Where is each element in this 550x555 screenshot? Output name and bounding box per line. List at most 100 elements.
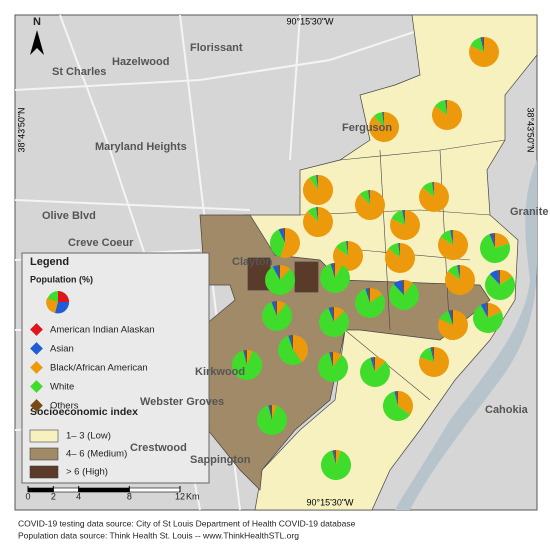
pie-slice xyxy=(493,233,495,248)
pie-slice xyxy=(331,352,333,367)
pie-slice xyxy=(309,175,318,190)
pie-slice xyxy=(480,234,510,264)
pie-slice xyxy=(335,241,348,256)
pie-slice xyxy=(318,352,348,383)
legend-swatch xyxy=(29,465,59,479)
pie-slice xyxy=(347,241,348,256)
scale-segment xyxy=(78,487,130,493)
pie-slice xyxy=(440,230,453,245)
pie-slice xyxy=(418,182,450,213)
pie-slice xyxy=(368,190,370,205)
pie-slice xyxy=(277,335,302,366)
place-label: Cahokia xyxy=(485,404,529,416)
pie-slice xyxy=(432,99,463,130)
legend-label: 4– 6 (Medium) xyxy=(66,449,127,460)
north-arrow xyxy=(30,30,44,55)
pie-slice xyxy=(452,230,453,245)
pie-slice xyxy=(434,100,447,115)
legend-label: Others xyxy=(50,401,79,412)
scale-label: 12 xyxy=(175,491,185,501)
pie-slice xyxy=(262,302,292,331)
pie-slice xyxy=(268,405,272,420)
pie-slice xyxy=(432,347,434,362)
pie-slice xyxy=(272,405,277,420)
scale-label: 4 xyxy=(76,491,81,501)
pie-slice xyxy=(404,280,413,295)
region-high xyxy=(294,261,319,293)
pie-slice xyxy=(272,265,280,280)
pie-slice xyxy=(388,282,419,311)
pie-slice xyxy=(245,350,247,365)
source-note: COVID-19 testing data source: City of St… xyxy=(18,518,356,528)
legend-label: Black/African American xyxy=(50,363,148,374)
pie-slice xyxy=(402,280,404,295)
pie-slice xyxy=(243,350,247,365)
legend-swatch xyxy=(30,323,43,336)
pie-slice xyxy=(498,270,500,285)
pie-slice xyxy=(271,301,277,316)
place-label: Creve Coeur xyxy=(68,237,134,249)
scale-label: 2 xyxy=(51,491,56,501)
pie-slice xyxy=(247,350,253,365)
pie-slice xyxy=(278,265,280,280)
pie-slice xyxy=(333,352,342,367)
pie-slice xyxy=(383,391,411,422)
pie-slice xyxy=(265,266,295,295)
pie-slice xyxy=(419,347,434,362)
pie-slice xyxy=(432,182,434,197)
pie-slice xyxy=(470,37,484,52)
pie-slice xyxy=(489,270,500,285)
coordinate: 38°43'50"N xyxy=(526,107,536,152)
pie-slice xyxy=(457,265,460,280)
pie-slice xyxy=(394,391,398,406)
coordinate: 90°15'30"W xyxy=(306,497,354,507)
pie-slice xyxy=(320,450,351,481)
pie-slice xyxy=(288,335,293,350)
pie-slice xyxy=(256,405,287,435)
pie-slice xyxy=(402,210,405,225)
pie-slice xyxy=(332,307,334,322)
legend-swatch xyxy=(30,399,43,412)
pie-slice xyxy=(445,100,447,115)
pie-slice xyxy=(430,347,434,362)
place-label: Kirkwood xyxy=(195,366,245,378)
pie-slice xyxy=(500,270,513,285)
pie-slice xyxy=(480,303,488,318)
place-label: Webster Groves xyxy=(140,396,224,408)
pie-slice xyxy=(270,405,272,420)
pie-slice xyxy=(388,243,400,258)
pie-slice xyxy=(277,301,286,316)
pie-slice xyxy=(433,182,434,197)
place-label: Florissant xyxy=(190,42,243,54)
scale-unit: Km xyxy=(186,491,200,501)
pie-slice xyxy=(369,190,370,205)
pies xyxy=(232,37,515,481)
pie-slice xyxy=(404,210,405,225)
legend-label: White xyxy=(50,382,74,393)
pie-slice xyxy=(355,288,385,318)
legend-subtitle: Population (%) xyxy=(30,274,93,284)
pie-slice xyxy=(332,450,336,465)
pie-slice xyxy=(275,301,277,316)
pie-slice xyxy=(368,288,370,303)
pie-slice xyxy=(486,303,488,318)
pie-slice xyxy=(382,112,384,127)
legend-box xyxy=(21,252,210,484)
legend-label: Asian xyxy=(50,344,74,355)
place-label: Crestwood xyxy=(130,442,187,454)
pie-slice xyxy=(336,450,341,465)
scale-bar: 0 2 4 8 12 Km xyxy=(25,486,200,501)
legend-swatch xyxy=(29,429,59,443)
pie-slice xyxy=(316,175,318,190)
pie-slice xyxy=(447,265,460,280)
pie-slice xyxy=(398,243,400,258)
legend-pie-icon xyxy=(46,291,70,314)
pie-slice xyxy=(419,347,450,378)
pie-slice xyxy=(370,357,375,372)
pie-slice xyxy=(319,308,349,337)
pie-slice xyxy=(328,307,334,322)
place-label: Hazelwood xyxy=(112,56,169,68)
pie-slice xyxy=(291,335,293,350)
scale-segment xyxy=(129,487,181,493)
